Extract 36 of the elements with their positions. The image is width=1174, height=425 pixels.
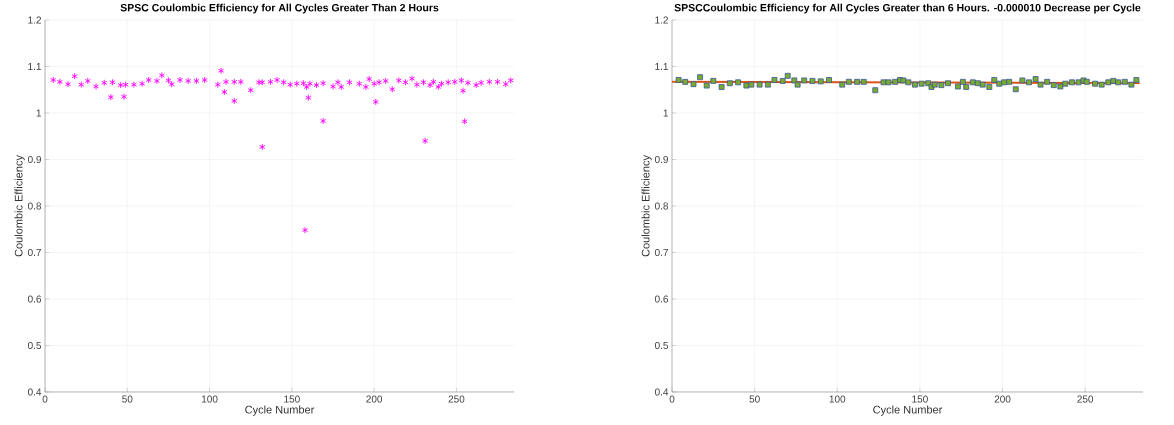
y-tick-label: 0.6: [654, 295, 669, 303]
y-tick-label: 0.5: [27, 341, 42, 350]
y-tick-label: 1.2: [28, 16, 41, 24]
x-tick-label: 200: [366, 395, 383, 403]
y-tick-label: 0.4: [27, 388, 42, 396]
y-tick-label: 0.5: [654, 341, 669, 350]
y-tick-label: 0.9: [654, 155, 669, 164]
x-tick-label: 150: [912, 395, 928, 403]
x-tick-label: 250: [448, 395, 465, 403]
x-tick-label: 150: [284, 395, 300, 403]
x-tick-label: 0: [669, 395, 675, 403]
x-tick-label: 250: [1077, 395, 1094, 403]
y-tick-label: 1: [663, 109, 668, 117]
chart-title: SPSC Coulombic Efficiency for All Cycles Greater Than 2 Hours: [120, 3, 439, 14]
y-tick-label: 0.7: [27, 248, 41, 257]
x-tick-label: 0: [42, 395, 48, 403]
y-tick-label: 0.9: [27, 155, 42, 164]
y-tick-label: 1: [36, 109, 42, 117]
y-tick-label: 0.7: [654, 248, 668, 257]
y-tick-label: 1.2: [655, 16, 668, 24]
chart-title: SPSCCoulombic Efficiency for All Cycles Greater than 6 Hours. -0.000010 Decrease per Cycle: [674, 3, 1141, 14]
x-axis-title: Cycle Number: [873, 405, 943, 416]
y-tick-label: 0.4: [654, 388, 669, 396]
x-tick-label: 50: [122, 395, 133, 403]
y-tick-label: 0.8: [654, 202, 669, 210]
y-tick-label: 0.8: [27, 202, 42, 210]
y-tick-label: 1.1: [655, 63, 668, 70]
y-tick-label: 0.6: [27, 295, 42, 303]
x-tick-label: 100: [202, 395, 218, 403]
y-tick-label: 1.1: [28, 63, 42, 70]
y-axis-title: Coulombic Efficiency: [14, 155, 25, 257]
x-tick-label: 50: [749, 395, 760, 403]
y-axis-title: Coulombic Efficiency: [641, 155, 652, 257]
x-axis-title: Cycle Number: [245, 405, 315, 416]
x-tick-label: 100: [829, 395, 846, 403]
x-tick-label: 200: [994, 395, 1011, 403]
